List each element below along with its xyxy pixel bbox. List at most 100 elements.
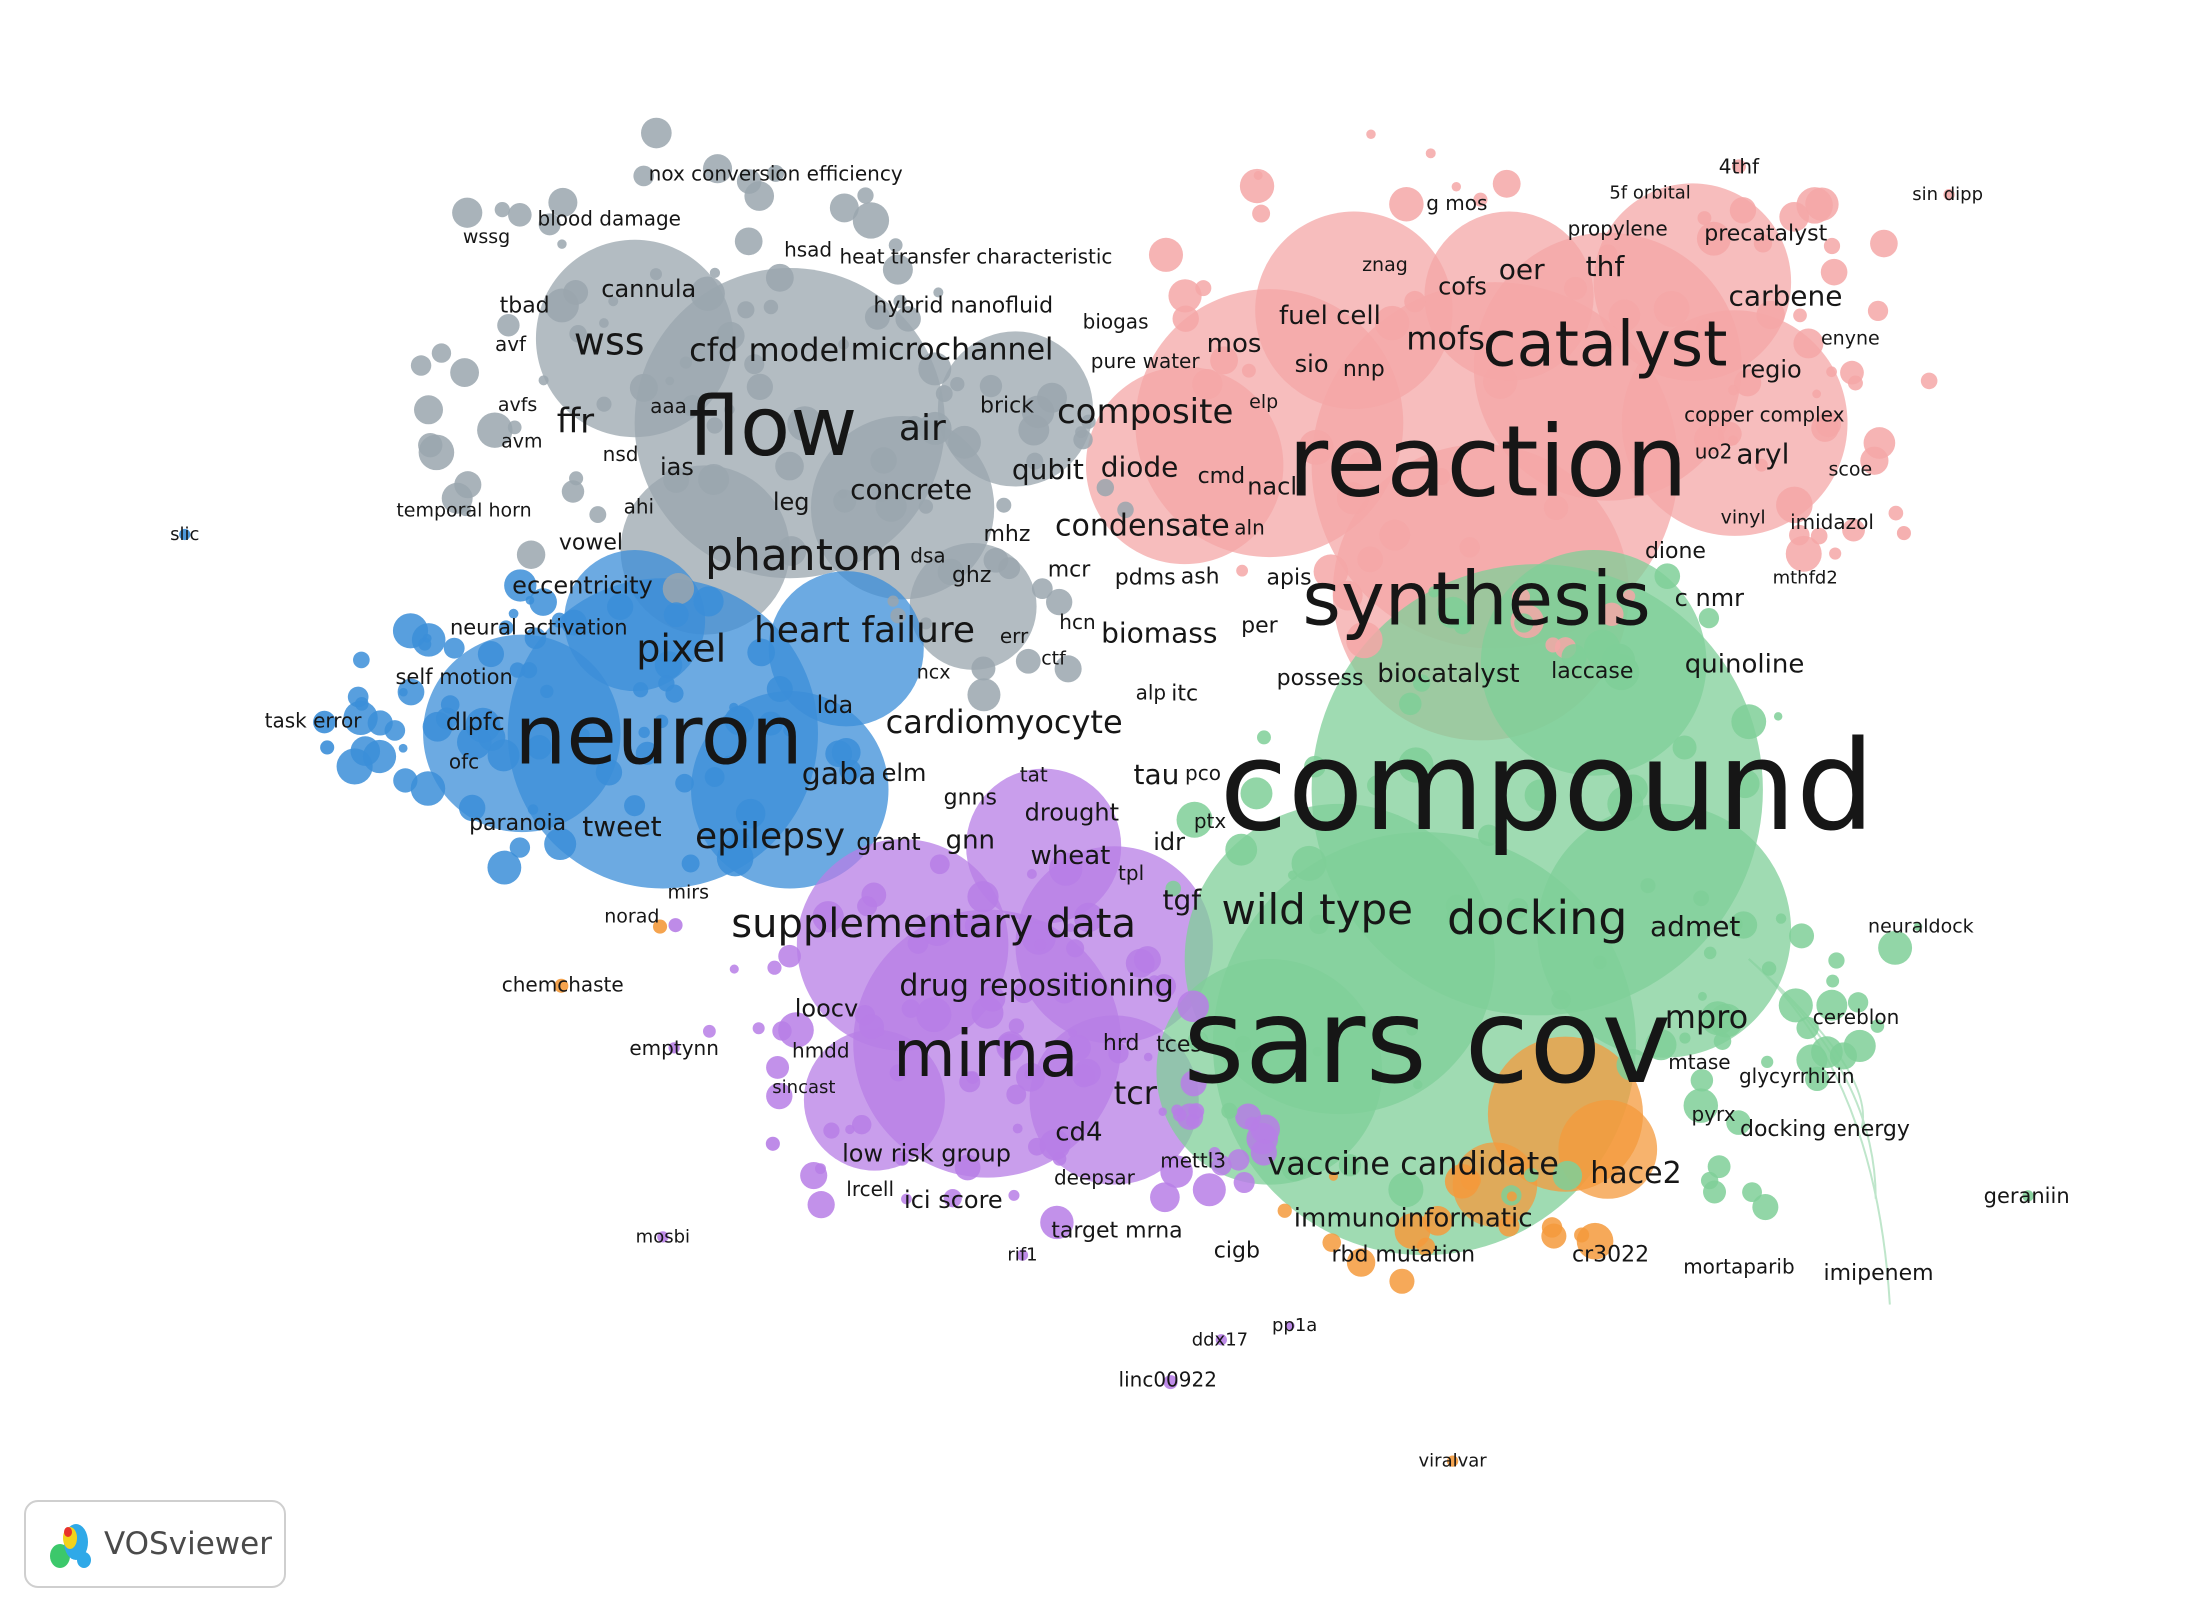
term-label: cannula bbox=[601, 275, 696, 303]
term-label: mtase bbox=[1668, 1050, 1730, 1074]
term-label: rif1 bbox=[1007, 1245, 1037, 1266]
term-label: emptynn bbox=[629, 1036, 719, 1060]
gray-cluster-bubble bbox=[663, 466, 690, 493]
term-label: tweet bbox=[582, 810, 661, 843]
green-cluster-bubble bbox=[1287, 870, 1298, 880]
green-cluster-bubble bbox=[1730, 769, 1760, 799]
term-label: regio bbox=[1741, 356, 1802, 384]
red-cluster-bubble bbox=[1842, 518, 1865, 542]
term-label: dlpfc bbox=[446, 708, 505, 736]
purple-cluster-bubble bbox=[765, 1136, 780, 1151]
green-cluster-bubble bbox=[1672, 735, 1697, 760]
red-cluster-bubble bbox=[1404, 290, 1426, 313]
red-cluster-bubble bbox=[1483, 364, 1518, 399]
term-label: drug repositioning bbox=[899, 968, 1173, 1003]
purple-cluster-bubble bbox=[823, 1122, 840, 1139]
blue-cluster-bubble bbox=[681, 854, 700, 873]
blue-cluster-bubble bbox=[724, 705, 755, 736]
term-label: self motion bbox=[395, 665, 512, 689]
vosviewer-logo-icon bbox=[50, 1524, 91, 1568]
term-label: paranoia bbox=[469, 811, 566, 836]
gray-cluster-bubble bbox=[690, 276, 725, 311]
green-cluster-bubble bbox=[1826, 974, 1840, 988]
blue-cluster-bubble bbox=[399, 687, 408, 697]
purple-cluster-bubble bbox=[1016, 1249, 1029, 1261]
purple-cluster-bubble bbox=[1072, 1064, 1096, 1088]
purple-cluster-bubble bbox=[812, 901, 844, 933]
blue-cluster-bubble bbox=[663, 602, 689, 628]
purple-cluster-bubble bbox=[1034, 938, 1047, 951]
gray-cluster-bubble bbox=[1081, 414, 1096, 429]
purple-cluster-bubble bbox=[1133, 946, 1161, 974]
term-label: rbd mutation bbox=[1331, 1243, 1475, 1268]
orange-cluster-bubble bbox=[1498, 1215, 1520, 1237]
gray-cluster-bubble bbox=[918, 411, 952, 445]
purple-cluster-bubble bbox=[1171, 1104, 1183, 1116]
term-label: mirna bbox=[893, 1018, 1078, 1092]
gray-cluster-bubble bbox=[1031, 578, 1053, 600]
blue-cluster-bubble bbox=[766, 676, 793, 703]
red-cluster-bubble bbox=[1731, 159, 1746, 174]
purple-cluster-bubble bbox=[1227, 1149, 1250, 1171]
gray-cluster-bubble bbox=[662, 572, 695, 605]
red-cluster-bubble bbox=[1241, 363, 1256, 378]
term-label: docking energy bbox=[1740, 1117, 1910, 1142]
gray-cluster-bubble bbox=[596, 396, 612, 412]
term-label: deepsar bbox=[1054, 1166, 1136, 1190]
gray-cluster-bubble bbox=[890, 608, 906, 624]
orange-cluster-bubble bbox=[1277, 1203, 1292, 1218]
gray-cluster-bubble bbox=[557, 239, 567, 249]
gray-cluster-bubble bbox=[950, 376, 965, 392]
red-cluster-bubble bbox=[1425, 148, 1436, 159]
term-label: low risk group bbox=[842, 1140, 1011, 1168]
red-cluster-bubble bbox=[1236, 564, 1249, 577]
gray-cluster-bubble bbox=[410, 355, 432, 376]
orange-cluster-bubble bbox=[1446, 1455, 1459, 1467]
term-label: aryl bbox=[1736, 438, 1789, 471]
gray-cluster-bubble bbox=[918, 352, 952, 386]
gray-cluster-bubble bbox=[919, 617, 932, 630]
purple-cluster-bubble bbox=[954, 1154, 981, 1181]
green-cluster-bubble bbox=[1761, 1055, 1774, 1069]
blue-cluster-bubble bbox=[704, 767, 725, 787]
purple-cluster-bubble bbox=[1040, 1205, 1074, 1240]
term-label: composite bbox=[1057, 392, 1233, 432]
orange-cluster-bubble bbox=[1541, 1217, 1563, 1238]
blue-cluster-bubble bbox=[313, 710, 336, 734]
term-label: nox conversion efficiency bbox=[649, 161, 903, 185]
term-label: flow bbox=[688, 380, 857, 475]
gray-cluster-bubble bbox=[998, 557, 1021, 580]
red-cluster-bubble bbox=[1863, 427, 1896, 459]
term-label: pco bbox=[1185, 761, 1221, 785]
green-cluster-bubble bbox=[1698, 607, 1720, 629]
term-label: avfs bbox=[498, 394, 537, 416]
term-label: sincast bbox=[772, 1077, 835, 1098]
term-label: glycyrrhizin bbox=[1739, 1064, 1855, 1088]
term-label: precatalyst bbox=[1704, 222, 1827, 247]
term-label: pp1a bbox=[1272, 1315, 1317, 1336]
green-cluster-bubble bbox=[1640, 878, 1656, 894]
gray-cluster-bubble bbox=[665, 376, 675, 386]
gray-cluster-bubble bbox=[599, 318, 609, 328]
blue-cluster-bubble bbox=[675, 773, 694, 793]
term-label: imipenem bbox=[1824, 1261, 1934, 1286]
orange-cluster-bubble bbox=[554, 978, 569, 993]
term-label: blood damage bbox=[538, 207, 681, 231]
green-cluster-bubble bbox=[1176, 801, 1213, 838]
term-label: phantom bbox=[705, 530, 903, 581]
red-cluster-bubble bbox=[1829, 547, 1842, 560]
term-label: viralvar bbox=[1419, 1451, 1488, 1472]
term-label: epilepsy bbox=[695, 816, 845, 857]
term-label: docking bbox=[1447, 891, 1627, 945]
term-label: fuel cell bbox=[1279, 301, 1381, 331]
blue-cluster-bubble bbox=[478, 723, 506, 751]
purple-cluster-bubble bbox=[1158, 1107, 1167, 1117]
blue-cluster-bubble bbox=[783, 724, 796, 737]
red-cluster-bubble bbox=[1313, 554, 1349, 589]
purple-cluster-bubble bbox=[1180, 1070, 1207, 1097]
term-label: biomass bbox=[1101, 617, 1217, 650]
term-label: tau bbox=[1134, 758, 1180, 791]
purple-cluster-bubble bbox=[1008, 1189, 1020, 1201]
purple-cluster-bubble bbox=[1163, 1375, 1178, 1390]
